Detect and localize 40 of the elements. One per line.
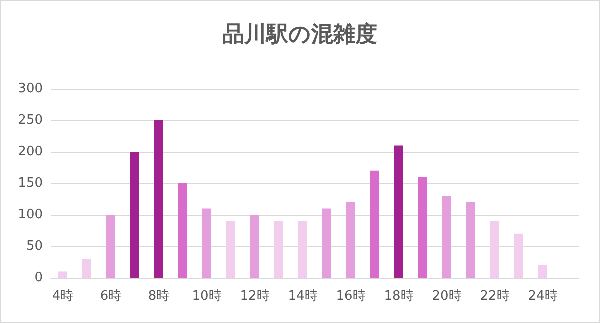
- y-tick-label: 150: [18, 176, 43, 191]
- x-tick-label: 18時: [384, 289, 414, 304]
- bar: [490, 221, 500, 278]
- x-tick-label: 24時: [528, 289, 558, 304]
- bar: [178, 184, 188, 278]
- bar: [346, 202, 356, 278]
- chart-title: 品川駅の混雑度: [222, 22, 378, 48]
- x-tick-label: 8時: [148, 289, 170, 304]
- bar: [250, 215, 260, 278]
- y-tick-label: 300: [18, 82, 43, 96]
- y-tick-label: 0: [34, 270, 43, 286]
- x-tick-label: 16時: [336, 289, 366, 304]
- x-tick-label: 20時: [432, 289, 462, 304]
- bar: [58, 272, 68, 278]
- bar: [106, 215, 116, 278]
- x-tick-label: 6時: [100, 289, 122, 304]
- y-tick-label: 200: [18, 144, 43, 160]
- bar: [370, 170, 380, 278]
- y-tick-label: 250: [18, 113, 43, 128]
- x-tick-label: 10時: [192, 289, 222, 304]
- bar: [538, 265, 548, 278]
- bar: [394, 146, 404, 278]
- bar: [202, 208, 212, 278]
- bar: [442, 196, 452, 278]
- x-tick-label: 14時: [288, 289, 318, 304]
- bar: [82, 259, 92, 278]
- bar: [322, 208, 332, 278]
- bar: [130, 152, 140, 278]
- bar: [154, 120, 164, 278]
- y-tick-label: 100: [18, 208, 43, 222]
- bar: [274, 221, 284, 278]
- x-tick-label: 22時: [480, 289, 510, 304]
- bar: [298, 221, 308, 278]
- bar: [466, 202, 476, 278]
- bar: [514, 234, 524, 278]
- x-tick-label: 12時: [240, 289, 270, 304]
- bar: [418, 177, 428, 278]
- bar: [226, 221, 236, 278]
- y-tick-label: 50: [26, 239, 43, 254]
- x-tick-label: 4時: [52, 289, 74, 304]
